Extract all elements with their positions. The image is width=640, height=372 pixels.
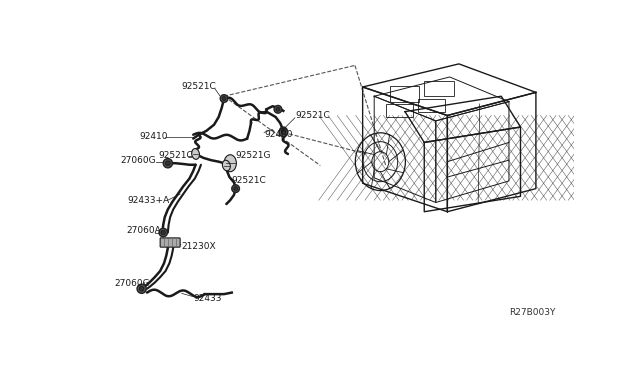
Text: 92410: 92410 bbox=[140, 132, 168, 141]
Text: 27060A: 27060A bbox=[126, 227, 161, 235]
FancyBboxPatch shape bbox=[160, 238, 180, 247]
Text: 92521G: 92521G bbox=[236, 151, 271, 160]
Circle shape bbox=[282, 129, 285, 133]
Circle shape bbox=[274, 106, 282, 113]
Text: 92521C: 92521C bbox=[232, 176, 266, 185]
Ellipse shape bbox=[191, 149, 200, 159]
Circle shape bbox=[280, 127, 287, 135]
Circle shape bbox=[137, 284, 147, 294]
Circle shape bbox=[234, 187, 237, 190]
Bar bbox=[390, 86, 419, 102]
Circle shape bbox=[232, 185, 239, 192]
Text: 92400: 92400 bbox=[265, 130, 293, 139]
Circle shape bbox=[163, 158, 172, 168]
Circle shape bbox=[220, 95, 228, 102]
Circle shape bbox=[222, 97, 226, 100]
Text: 92521C: 92521C bbox=[159, 151, 193, 160]
Circle shape bbox=[140, 286, 144, 291]
Circle shape bbox=[159, 228, 168, 237]
Text: 92433+A: 92433+A bbox=[128, 196, 170, 205]
Circle shape bbox=[281, 130, 285, 135]
Text: 27060G: 27060G bbox=[120, 155, 156, 165]
Text: 92521C: 92521C bbox=[296, 111, 330, 120]
Bar bbox=[386, 104, 413, 117]
Ellipse shape bbox=[222, 160, 230, 171]
Text: 27060G: 27060G bbox=[114, 279, 150, 288]
Circle shape bbox=[276, 108, 280, 111]
Circle shape bbox=[279, 128, 287, 137]
Bar bbox=[424, 81, 454, 96]
Text: 92521C: 92521C bbox=[182, 82, 216, 91]
Text: R27B003Y: R27B003Y bbox=[509, 308, 555, 317]
Bar bbox=[418, 99, 445, 112]
Text: 21230X: 21230X bbox=[182, 242, 216, 251]
Circle shape bbox=[166, 161, 170, 166]
Ellipse shape bbox=[224, 155, 236, 172]
Circle shape bbox=[161, 230, 165, 235]
Text: 92433: 92433 bbox=[193, 294, 221, 303]
